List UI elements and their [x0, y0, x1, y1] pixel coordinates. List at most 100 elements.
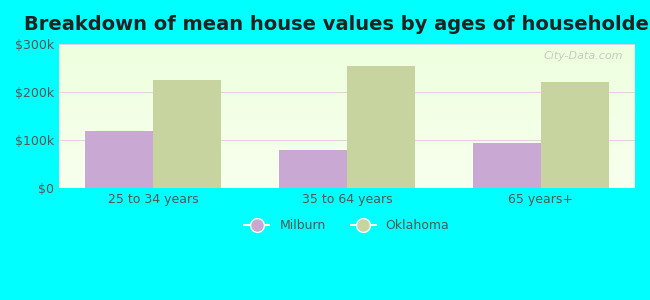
- Bar: [59, 70, 635, 71]
- Bar: [59, 130, 635, 132]
- Bar: [85, 130, 153, 188]
- Bar: [59, 128, 635, 129]
- Bar: [59, 129, 635, 130]
- Bar: [59, 142, 635, 144]
- Bar: [59, 58, 635, 60]
- Bar: [59, 112, 635, 113]
- Bar: [59, 45, 635, 47]
- Bar: [59, 165, 635, 167]
- Bar: [59, 148, 635, 149]
- Bar: [59, 132, 635, 134]
- Bar: [59, 51, 635, 52]
- Bar: [59, 155, 635, 157]
- Bar: [59, 134, 635, 135]
- Bar: [59, 110, 635, 112]
- Bar: [59, 80, 635, 82]
- Legend: Milburn, Oklahoma: Milburn, Oklahoma: [239, 214, 454, 237]
- Bar: [59, 118, 635, 119]
- Bar: [59, 106, 635, 107]
- Bar: [59, 94, 635, 96]
- Bar: [59, 184, 635, 186]
- Bar: [59, 168, 635, 170]
- Bar: [473, 143, 541, 188]
- Bar: [59, 60, 635, 61]
- Bar: [59, 116, 635, 118]
- Bar: [59, 146, 635, 148]
- Bar: [59, 90, 635, 92]
- Bar: [59, 176, 635, 177]
- Bar: [59, 113, 635, 115]
- Bar: [59, 73, 635, 74]
- Bar: [59, 158, 635, 160]
- Bar: [59, 164, 635, 165]
- Bar: [59, 172, 635, 174]
- Bar: [59, 44, 635, 45]
- Bar: [59, 103, 635, 105]
- Bar: [59, 63, 635, 64]
- Bar: [59, 64, 635, 66]
- Bar: [59, 161, 635, 162]
- Bar: [59, 76, 635, 77]
- Bar: [59, 86, 635, 87]
- Bar: [59, 170, 635, 171]
- Bar: [59, 157, 635, 158]
- Bar: [59, 152, 635, 154]
- Bar: [59, 154, 635, 155]
- Bar: [59, 105, 635, 106]
- Bar: [59, 141, 635, 142]
- Bar: [59, 122, 635, 123]
- Bar: [59, 66, 635, 67]
- Bar: [59, 136, 635, 138]
- Bar: [59, 54, 635, 56]
- Bar: [59, 135, 635, 136]
- Bar: [59, 126, 635, 128]
- Bar: [59, 145, 635, 146]
- Bar: [59, 102, 635, 103]
- Bar: [59, 100, 635, 102]
- Bar: [59, 181, 635, 183]
- Bar: [59, 171, 635, 172]
- Bar: [59, 151, 635, 152]
- Bar: [59, 71, 635, 73]
- Bar: [59, 160, 635, 161]
- Bar: [59, 139, 635, 141]
- Bar: [59, 183, 635, 184]
- Bar: [59, 89, 635, 90]
- Bar: [59, 187, 635, 188]
- Bar: [59, 167, 635, 168]
- Bar: [59, 50, 635, 51]
- Bar: [59, 92, 635, 93]
- Bar: [59, 125, 635, 126]
- Title: Breakdown of mean house values by ages of householders: Breakdown of mean house values by ages o…: [24, 15, 650, 34]
- Bar: [59, 83, 635, 84]
- Bar: [59, 57, 635, 58]
- Bar: [59, 96, 635, 98]
- Text: City-Data.com: City-Data.com: [544, 51, 623, 61]
- Bar: [59, 84, 635, 86]
- Bar: [59, 48, 635, 50]
- Bar: [59, 109, 635, 110]
- Bar: [59, 177, 635, 178]
- Bar: [59, 56, 635, 57]
- Bar: [279, 150, 347, 188]
- Bar: [59, 52, 635, 54]
- Bar: [59, 144, 635, 145]
- Bar: [59, 61, 635, 63]
- Bar: [59, 149, 635, 151]
- Bar: [541, 82, 609, 188]
- Bar: [59, 77, 635, 79]
- Bar: [59, 162, 635, 164]
- Bar: [153, 80, 221, 188]
- Bar: [59, 74, 635, 76]
- Bar: [59, 121, 635, 122]
- Bar: [59, 79, 635, 80]
- Bar: [59, 174, 635, 176]
- Bar: [59, 67, 635, 68]
- Bar: [59, 186, 635, 187]
- Bar: [59, 178, 635, 180]
- Bar: [59, 98, 635, 99]
- Bar: [59, 107, 635, 109]
- Bar: [59, 180, 635, 181]
- Bar: [59, 99, 635, 100]
- Bar: [59, 47, 635, 48]
